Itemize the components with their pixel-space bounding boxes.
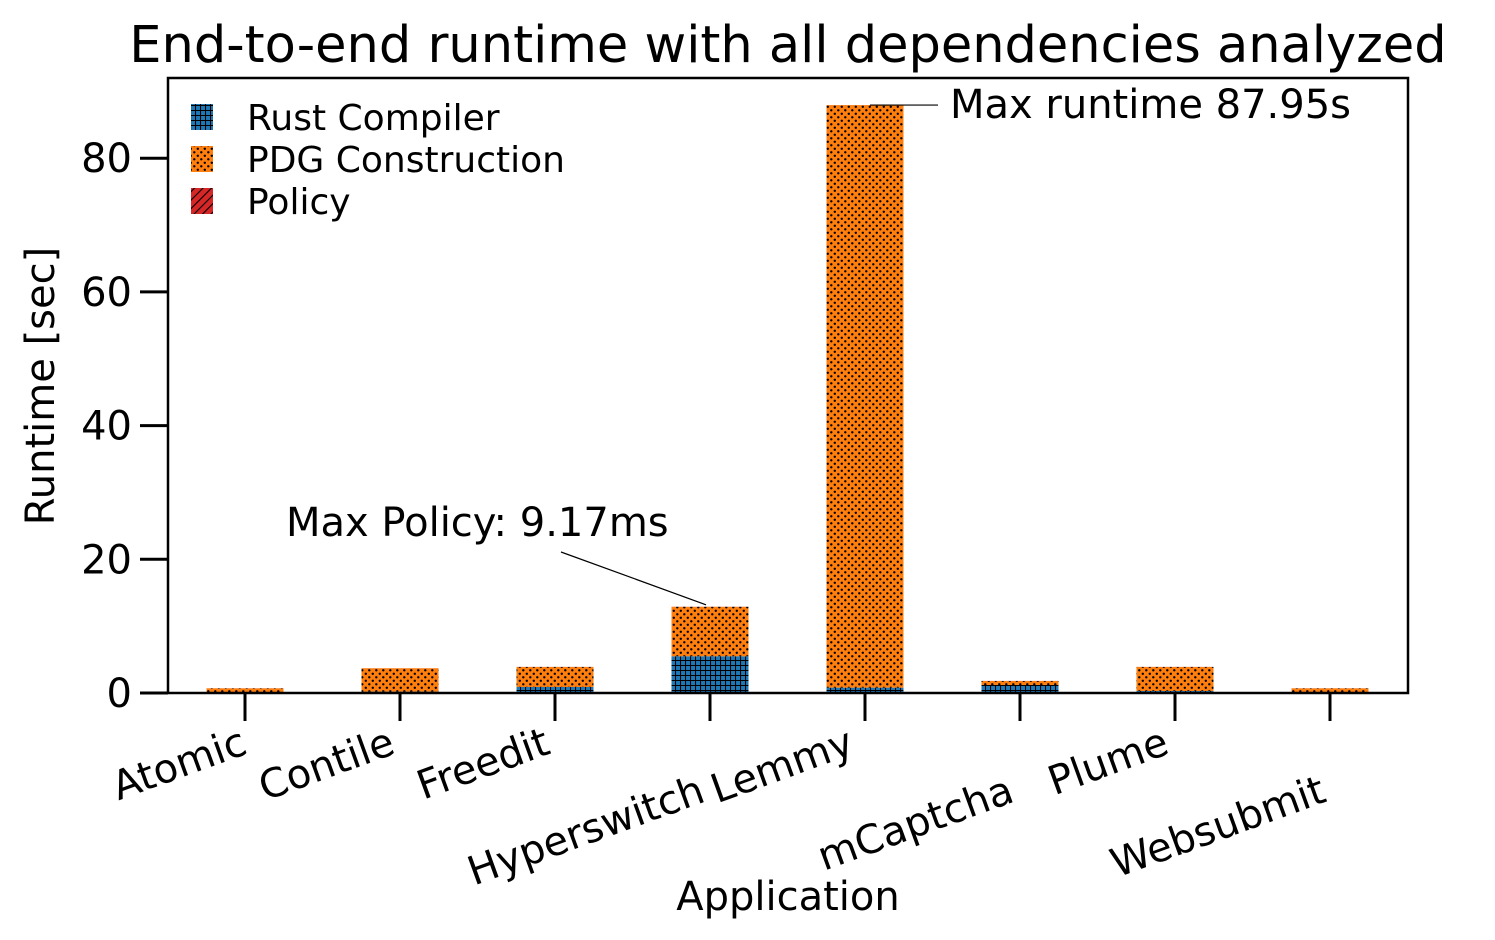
y-tick-label: 80 [81,136,132,182]
bar-mcaptcha-pdg-construction [981,680,1059,685]
x-tick-label-mcaptcha: mCaptcha [812,767,1020,880]
annotation-layer: Max runtime 87.95s Max Policy: 9.17ms [286,82,1351,606]
x-tick-label-plume: Plume [1042,719,1174,805]
x-tick-label-hyperswitch: Hyperswitch [462,767,711,895]
legend-swatch-pdg-construction [191,146,213,172]
bar-plume-pdg-construction [1136,666,1214,691]
legend-swatch-policy [191,188,213,214]
bar-atomic-pdg-construction [206,688,284,693]
legend-label-pdg-construction: PDG Construction [247,140,565,181]
x-axis-label: Application [676,874,900,920]
legend-swatch-rust-compiler [191,104,213,130]
y-tick-label: 60 [81,270,132,316]
annotation-max-policy: Max Policy: 9.17ms [286,500,669,546]
bar-hyperswitch-rust-compiler [671,656,749,693]
annotation-leader-line [560,551,707,606]
bar-hyperswitch-pdg-construction [671,606,749,657]
x-axis: Atomic Contile FreeditHyperswitchLemmymCap… [106,693,1332,895]
bar-contile-pdg-construction [361,668,439,692]
y-tick-label: 40 [81,404,132,450]
bar-lemmy-rust-compiler [826,687,904,693]
bar-freedit-rust-compiler [516,686,594,693]
bar-layer [206,105,1369,693]
bar-mcaptcha-rust-compiler [981,684,1059,693]
x-tick-label-freedit: Freedit [411,719,556,809]
x-tick-label-websubmit: Websubmit [1105,767,1332,887]
x-tick-label-contile: Contile [253,719,401,810]
annotation-max-runtime: Max runtime 87.95s [950,82,1351,128]
chart-title: End-to-end runtime with all dependencies… [129,16,1446,75]
y-axis: 0 20 40 60 80 [81,136,168,717]
y-axis-label: Runtime [sec] [18,247,64,525]
bar-freedit-pdg-construction [516,666,594,687]
plot-frame [166,76,1410,695]
legend-label-rust-compiler: Rust Compiler [247,98,500,139]
bar-lemmy-pdg-construction [826,105,904,688]
x-tick-label-atomic: Atomic [106,719,252,810]
x-tick-label-lemmy: Lemmy [705,719,860,813]
bar-websubmit-pdg-construction [1291,688,1369,693]
y-tick-label: 20 [81,537,132,583]
legend-label-policy: Policy [247,182,351,223]
y-tick-label: 0 [107,671,132,717]
